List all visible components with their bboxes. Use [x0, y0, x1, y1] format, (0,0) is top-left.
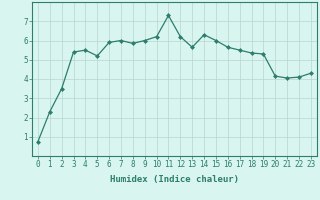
X-axis label: Humidex (Indice chaleur): Humidex (Indice chaleur)	[110, 175, 239, 184]
